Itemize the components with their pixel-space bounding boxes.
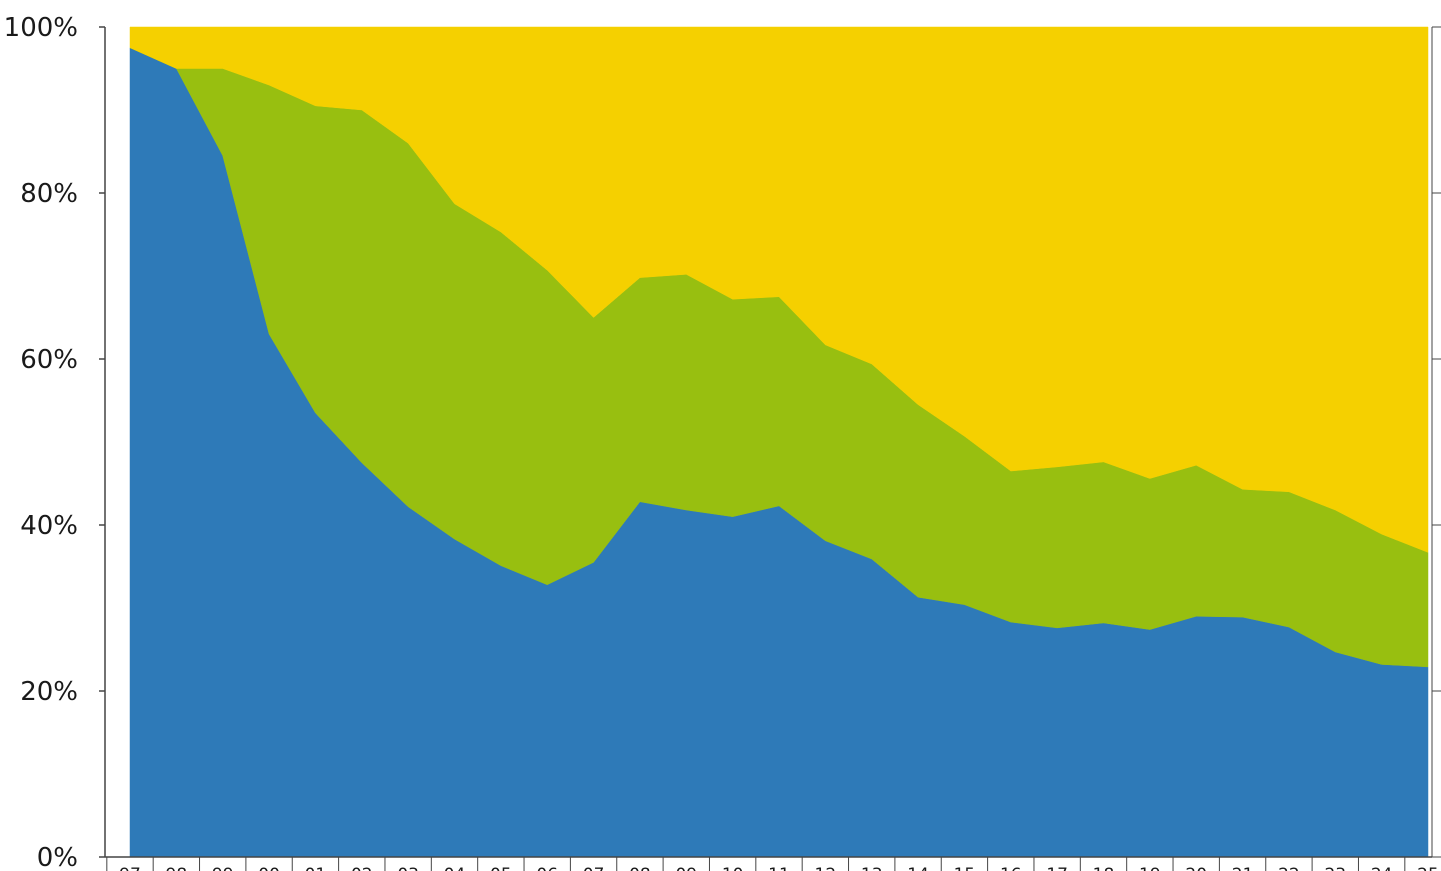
x-tick-label: 07 <box>583 865 605 871</box>
y-tick-label: 40% <box>20 511 78 541</box>
x-tick-label: 14 <box>907 865 929 871</box>
x-tick-label: 11 <box>768 865 790 871</box>
x-tick-label: 17 <box>1046 865 1068 871</box>
x-tick-label: 25 <box>1417 865 1439 871</box>
x-tick-label: 18 <box>1093 865 1115 871</box>
y-tick-labels: 0% 20% 40% 60% 80% 100% <box>4 13 1441 871</box>
x-tick-label: 23 <box>1324 865 1346 871</box>
x-tick-label: 01 <box>305 865 327 871</box>
area-series-3 <box>129 26 1429 553</box>
x-tick-label: 24 <box>1371 865 1393 871</box>
x-tick-label: 08 <box>629 865 651 871</box>
y-tick-label: 0% <box>37 843 78 871</box>
x-tick-label: 21 <box>1232 865 1254 871</box>
x-tick-label: 98 <box>166 865 188 871</box>
x-tick-label: 20 <box>1185 865 1207 871</box>
x-tick-label: 97 <box>119 865 141 871</box>
x-tick-label: 99 <box>212 865 234 871</box>
x-tick-label: 02 <box>351 865 373 871</box>
y-tick-label: 60% <box>20 345 78 375</box>
axes-group <box>104 27 1433 858</box>
x-tick-label: 19 <box>1139 865 1161 871</box>
x-tick-label: 00 <box>258 865 280 871</box>
y-tick-label: 100% <box>4 13 78 43</box>
x-tick-label: 15 <box>954 865 976 871</box>
x-tick-label: 06 <box>536 865 558 871</box>
x-tick-label: 10 <box>722 865 744 871</box>
x-tick-label: 12 <box>815 865 837 871</box>
area-series-group <box>129 26 1429 858</box>
x-tick-label: 04 <box>444 865 466 871</box>
y-tick-label: 20% <box>20 677 78 707</box>
x-tick-labels: 97 98 99 00 01 02 03 04 05 06 07 08 09 10 11 12 13 14 15 16… <box>106 857 1439 871</box>
x-tick-label: 22 <box>1278 865 1300 871</box>
x-tick-label: 09 <box>675 865 697 871</box>
x-tick-label: 03 <box>397 865 419 871</box>
y-tick-label: 80% <box>20 179 78 209</box>
x-tick-label: 05 <box>490 865 512 871</box>
x-tick-label: 16 <box>1000 865 1022 871</box>
x-tick-label: 13 <box>861 865 883 871</box>
